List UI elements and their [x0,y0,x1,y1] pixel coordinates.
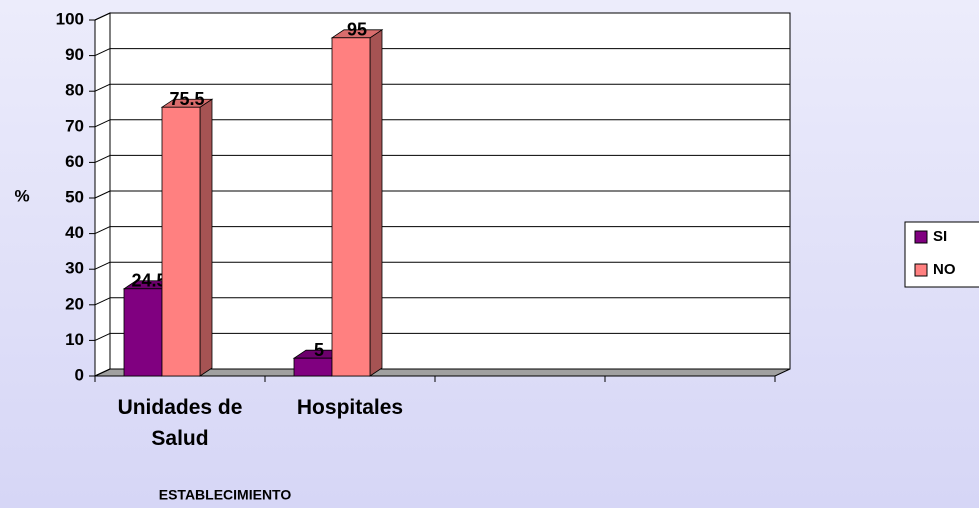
x-axis-label: ESTABLECIMIENTO [159,487,292,503]
bar [123,288,163,377]
y-tick-label: 30 [65,259,84,278]
bar [331,37,371,377]
y-tick-label: 0 [75,365,84,384]
data-label: 75.5 [169,89,204,109]
bar [161,106,201,377]
bar [293,357,333,377]
y-tick-label: 100 [56,9,84,28]
y-tick-label: 20 [65,294,84,313]
y-tick-label: 80 [65,81,84,100]
legend-label: NO [933,261,956,278]
data-label: 95 [347,20,367,40]
grid-line [94,119,111,128]
legend-label: SI [933,228,947,245]
y-axis-label: % [14,186,29,205]
y-tick-label: 60 [65,152,84,171]
data-label: 5 [314,340,324,360]
bar-side [199,98,213,377]
grid-line [94,226,111,235]
x-tick-label: Hospitales [296,396,404,419]
y-tick-label: 10 [65,330,84,349]
y-tick-label: 90 [65,45,84,64]
grid-line [94,83,111,92]
y-tick-label: 70 [65,116,84,135]
grid-line [94,48,111,57]
grid-line [94,190,111,199]
x-tick-label: Unidades de Salud [117,396,243,450]
legend-swatch [914,263,928,277]
legend-swatch [914,230,928,244]
y-tick-label: 50 [65,187,84,206]
grid-line [94,332,111,341]
grid-line [94,154,111,163]
grid-line [94,297,111,306]
grid-line [94,261,111,270]
grid-line [94,368,111,377]
y-tick-label: 40 [65,223,84,242]
grid-line [94,12,111,21]
data-label: 24.5 [131,271,166,291]
bar-side [369,29,383,377]
